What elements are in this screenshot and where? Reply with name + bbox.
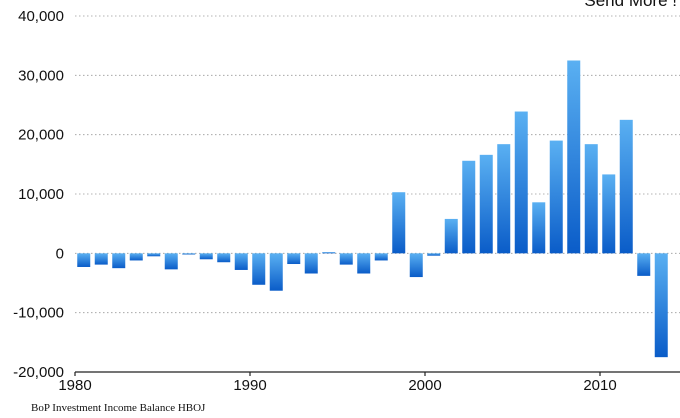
axes <box>74 371 680 376</box>
bar <box>94 253 108 265</box>
bar <box>584 144 598 254</box>
y-tick-label: 10,000 <box>18 186 64 203</box>
bar <box>654 253 668 358</box>
x-tick-label: 2000 <box>408 377 441 394</box>
bar <box>112 253 126 269</box>
bar <box>497 144 511 254</box>
bar <box>287 253 301 265</box>
bar <box>479 154 493 254</box>
bars <box>77 60 668 358</box>
bar <box>427 253 441 256</box>
bar <box>322 252 336 254</box>
bar <box>182 253 196 255</box>
bar <box>549 140 563 254</box>
x-tick-label: 1980 <box>58 377 91 394</box>
tick-labels: 40,00030,00020,00010,0000-10,000-20,0001… <box>13 8 617 394</box>
source-note: BoP Investment Income Balance HBOJ <box>31 402 206 414</box>
bar <box>514 111 528 254</box>
bar <box>637 253 651 276</box>
bar <box>532 202 546 254</box>
bar <box>567 60 581 254</box>
bar <box>77 253 91 267</box>
bar <box>619 119 633 254</box>
bar <box>392 192 406 254</box>
y-tick-label: 40,000 <box>18 8 64 25</box>
y-tick-label: 30,000 <box>18 67 64 84</box>
bar <box>374 253 388 261</box>
bar <box>409 253 423 278</box>
y-tick-label: 0 <box>56 245 64 262</box>
bar <box>357 253 371 274</box>
y-tick-label: 20,000 <box>18 127 64 144</box>
x-tick-label: 2010 <box>583 377 616 394</box>
bar <box>252 253 266 285</box>
corner-note: Send More ! <box>584 0 677 10</box>
bar <box>462 160 476 254</box>
bar <box>269 253 283 291</box>
bar <box>339 253 353 265</box>
bar <box>129 253 143 261</box>
y-tick-label: -20,000 <box>13 364 64 381</box>
bar <box>199 253 213 260</box>
y-tick-label: -10,000 <box>13 305 64 322</box>
bar <box>147 253 161 257</box>
bar <box>304 253 318 274</box>
x-tick-label: 1990 <box>233 377 266 394</box>
bar <box>234 253 248 270</box>
bar <box>602 174 616 254</box>
bar <box>444 218 458 254</box>
bar <box>164 253 178 270</box>
bar <box>217 253 231 263</box>
